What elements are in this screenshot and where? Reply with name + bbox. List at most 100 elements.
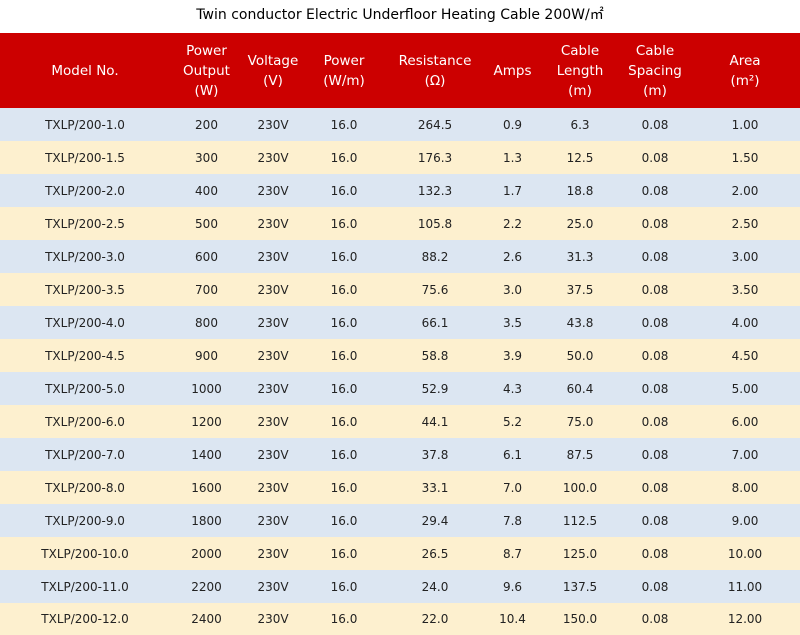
table-row: TXLP/200-9.0 1800 230V 16.0 29.4 7.8 112.5 0.08…: [0, 504, 800, 537]
header-voltage: Voltage (V): [247, 52, 299, 89]
cell-cable-spacing: 0.08: [641, 513, 669, 528]
cell-area: 2.00: [731, 183, 759, 198]
cell-voltage: 230V: [257, 282, 289, 297]
cell-resistance: 29.4: [421, 513, 449, 528]
cell-resistance: 26.5: [421, 546, 449, 561]
cell-cable-spacing: 0.08: [641, 381, 669, 396]
cell-model-no: TXLP/200-10.0: [41, 546, 129, 561]
cell-area: 10.00: [727, 546, 763, 561]
cell-power-output: 200: [195, 117, 218, 132]
cell-cable-spacing: 0.08: [641, 183, 669, 198]
cell-area: 2.50: [731, 216, 759, 231]
cell-power-per-meter: 16.0: [330, 216, 358, 231]
cell-voltage: 230V: [257, 546, 289, 561]
cell-cable-length: 43.8: [566, 315, 594, 330]
header-cable-spacing: Cable Spacing (m): [628, 42, 682, 99]
cell-voltage: 230V: [257, 117, 289, 132]
cell-area: 5.00: [731, 381, 759, 396]
header-power-output: Power Output (W): [183, 42, 230, 99]
table-title: Twin conductor Electric Underfloor Heati…: [196, 7, 604, 23]
cell-voltage: 230V: [257, 414, 289, 429]
cell-area: 8.00: [731, 480, 759, 495]
table-row: TXLP/200-1.5 300 230V 16.0 176.3 1.3 12.5 0.08 1…: [0, 141, 800, 174]
cell-model-no: TXLP/200-7.0: [45, 447, 125, 462]
table-row: TXLP/200-12.0 2400 230V 16.0 22.0 10.4 150.0 0.…: [0, 603, 800, 635]
cell-cable-length: 12.5: [566, 150, 594, 165]
cell-resistance: 24.0: [421, 579, 449, 594]
table-row: TXLP/200-5.0 1000 230V 16.0 52.9 4.3 60.4 0.08 5…: [0, 372, 800, 405]
cell-voltage: 230V: [257, 480, 289, 495]
cell-cable-length: 60.4: [566, 381, 594, 396]
cell-voltage: 230V: [257, 348, 289, 363]
cell-power-per-meter: 16.0: [330, 183, 358, 198]
cell-voltage: 230V: [257, 216, 289, 231]
cell-voltage: 230V: [257, 249, 289, 264]
cell-resistance: 264.5: [417, 117, 453, 132]
header-amps: Amps: [493, 62, 532, 79]
cell-area: 3.50: [731, 282, 759, 297]
cell-amps: 9.6: [502, 579, 523, 594]
cell-amps: 0.9: [502, 117, 523, 132]
cell-voltage: 230V: [257, 612, 289, 626]
cell-area: 12.00: [727, 612, 763, 626]
cell-area: 9.00: [731, 513, 759, 528]
cell-model-no: TXLP/200-3.0: [45, 249, 125, 264]
cell-amps: 10.4: [499, 612, 526, 626]
cell-amps: 7.0: [502, 480, 523, 495]
table-row: TXLP/200-8.0 1600 230V 16.0 33.1 7.0 100.0 0.08…: [0, 471, 800, 504]
cell-resistance: 58.8: [421, 348, 449, 363]
header-model-no: Model No.: [51, 62, 119, 79]
cell-area: 4.00: [731, 315, 759, 330]
cell-model-no: TXLP/200-1.0: [45, 117, 125, 132]
cell-cable-spacing: 0.08: [641, 117, 669, 132]
cell-amps: 4.3: [502, 381, 523, 396]
cell-resistance: 33.1: [421, 480, 449, 495]
cell-power-per-meter: 16.0: [330, 150, 358, 165]
cell-amps: 8.7: [502, 546, 523, 561]
cell-model-no: TXLP/200-12.0: [41, 612, 129, 626]
table-row: TXLP/200-2.5 500 230V 16.0 105.8 2.2 25.0 0.08 2…: [0, 207, 800, 240]
cell-power-output: 400: [195, 183, 218, 198]
cell-model-no: TXLP/200-11.0: [41, 579, 129, 594]
cell-power-per-meter: 16.0: [330, 381, 358, 396]
cell-power-per-meter: 16.0: [330, 612, 358, 626]
cell-power-per-meter: 16.0: [330, 447, 358, 462]
cell-power-per-meter: 16.0: [330, 315, 358, 330]
cell-power-output: 2200: [191, 579, 222, 594]
cell-amps: 2.6: [502, 249, 523, 264]
cell-cable-spacing: 0.08: [641, 315, 669, 330]
cell-cable-length: 6.3: [570, 117, 590, 132]
cell-power-per-meter: 16.0: [330, 579, 358, 594]
cell-cable-length: 37.5: [566, 282, 594, 297]
cell-area: 4.50: [731, 348, 759, 363]
cell-power-output: 1600: [191, 480, 222, 495]
cell-power-output: 1800: [191, 513, 222, 528]
cell-model-no: TXLP/200-5.0: [45, 381, 125, 396]
cell-power-output: 600: [195, 249, 218, 264]
cell-power-per-meter: 16.0: [330, 249, 358, 264]
cell-cable-length: 75.0: [566, 414, 594, 429]
header-area: Area (m²): [729, 52, 761, 89]
cell-cable-length: 100.0: [562, 480, 598, 495]
cell-cable-spacing: 0.08: [641, 249, 669, 264]
cell-cable-spacing: 0.08: [641, 414, 669, 429]
table-row: TXLP/200-1.0 200 230V 16.0 264.5 0.9 6.3 0.08 1.…: [0, 108, 800, 141]
cell-resistance: 176.3: [417, 150, 453, 165]
cell-amps: 3.9: [502, 348, 523, 363]
table-row: TXLP/200-3.0 600 230V 16.0 88.2 2.6 31.3 0.08 3.…: [0, 240, 800, 273]
cell-voltage: 230V: [257, 579, 289, 594]
cell-power-output: 800: [195, 315, 218, 330]
cell-power-output: 300: [195, 150, 218, 165]
cell-power-per-meter: 16.0: [330, 513, 358, 528]
cell-cable-spacing: 0.08: [641, 480, 669, 495]
cell-power-per-meter: 16.0: [330, 117, 358, 132]
table-row: TXLP/200-11.0 2200 230V 16.0 24.0 9.6 137.5 0.0…: [0, 570, 800, 603]
cell-model-no: TXLP/200-4.0: [45, 315, 125, 330]
table-row: TXLP/200-10.0 2000 230V 16.0 26.5 8.7 125.0 0.0…: [0, 537, 800, 570]
cell-cable-spacing: 0.08: [641, 216, 669, 231]
cell-cable-length: 112.5: [562, 513, 598, 528]
cell-power-output: 900: [195, 348, 218, 363]
cell-power-output: 1000: [191, 381, 222, 396]
table-body: TXLP/200-1.0 200 230V 16.0 264.5 0.9 6.3 0.08 1.…: [0, 108, 800, 635]
cell-cable-spacing: 0.08: [641, 447, 669, 462]
